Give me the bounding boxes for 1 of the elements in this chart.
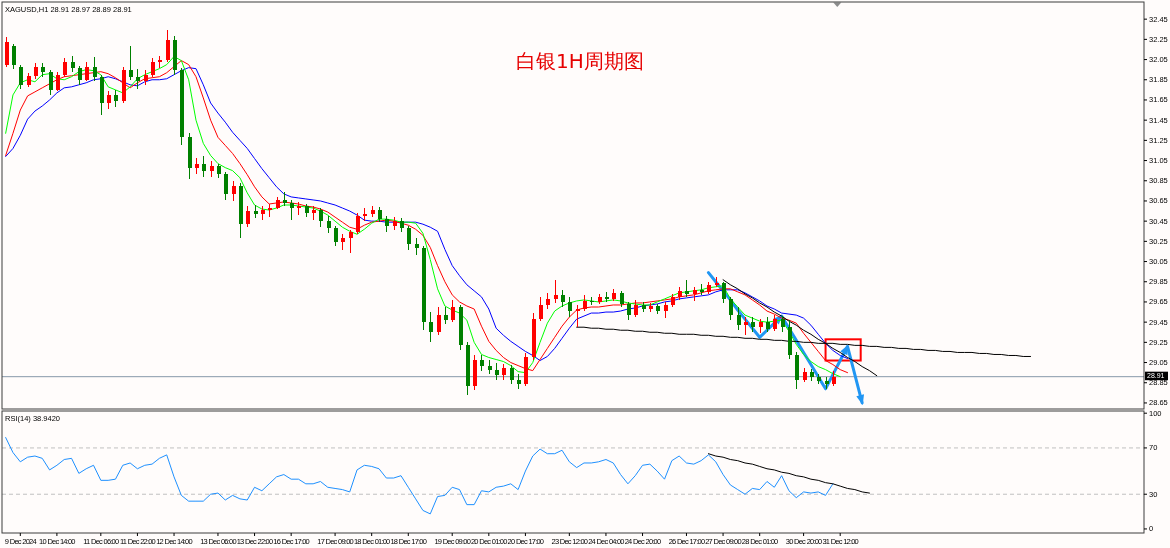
title: 白银1H周期图	[516, 49, 644, 73]
